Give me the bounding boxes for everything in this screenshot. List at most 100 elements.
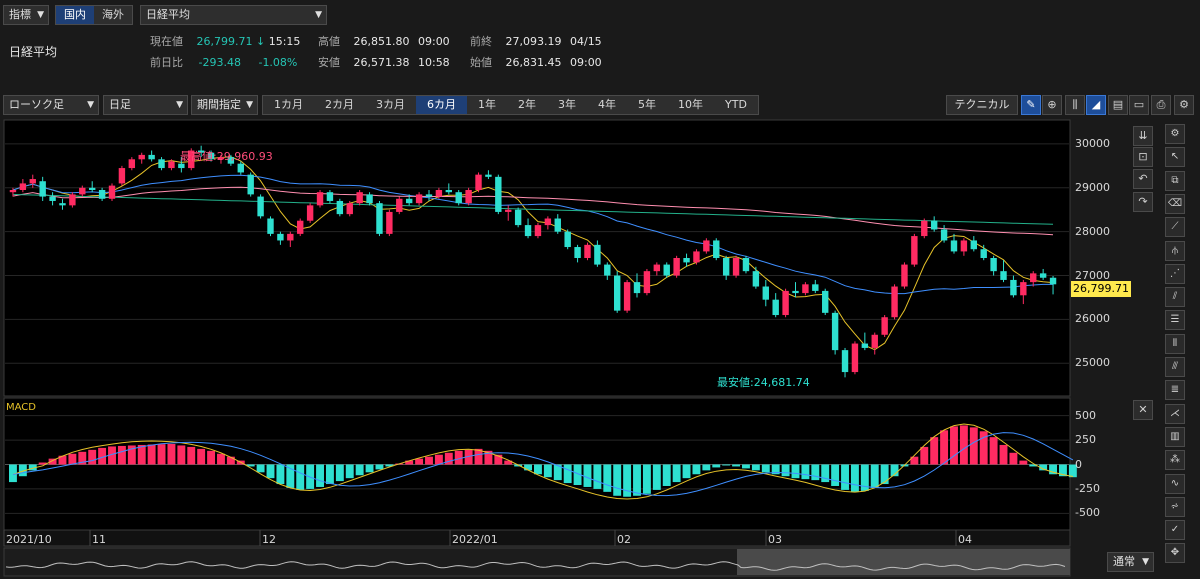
grid-lines-icon[interactable]: ▥ — [1165, 426, 1185, 447]
macd-bar — [28, 464, 37, 471]
navigator-mode-select[interactable]: 通常 ▼ — [1107, 552, 1154, 572]
navigator-window[interactable] — [737, 549, 1070, 575]
macd-bar — [821, 464, 830, 483]
fan-icon[interactable]: ⋰ — [1165, 263, 1185, 284]
pitchfork-icon[interactable]: ⫛ — [1165, 240, 1185, 261]
period-tab-7[interactable]: 4年 — [598, 98, 616, 111]
period-tab-3[interactable]: 6カ月 — [416, 96, 467, 114]
cross-icon[interactable]: ⁂ — [1165, 450, 1185, 471]
candle-type-icon[interactable]: ⫼ — [1065, 95, 1085, 115]
period-tab-0[interactable]: 1カ月 — [274, 98, 303, 111]
candle-body — [376, 203, 383, 234]
macd-bar — [850, 464, 859, 492]
lock-icon[interactable]: ⊡ — [1133, 147, 1153, 167]
candle-body — [772, 299, 779, 316]
indicator-select[interactable]: 指標 ▼ — [3, 5, 49, 25]
candle-body — [990, 258, 997, 272]
period-tab-2[interactable]: 3カ月 — [376, 98, 405, 111]
current-time: 15:15 — [268, 35, 301, 48]
zoom-icon[interactable]: ⊕ — [1042, 95, 1062, 115]
close-macd-icon[interactable]: ✕ — [1133, 400, 1153, 420]
macd-bar — [593, 464, 602, 489]
draw-pen-icon[interactable]: ✎ — [1021, 95, 1041, 115]
copy-icon[interactable]: ⧉ — [1165, 170, 1185, 191]
symbol-select[interactable]: 日経平均 ▼ — [140, 5, 327, 25]
interval-select[interactable]: 日足 ▼ — [103, 95, 188, 115]
candle-body — [148, 154, 155, 160]
ruler-icon[interactable]: ⩫ — [1165, 496, 1185, 517]
candle-body — [465, 190, 472, 204]
arrow-icon[interactable]: ↖ — [1165, 147, 1185, 168]
undo-icon[interactable]: ↶ — [1133, 169, 1153, 189]
print-icon[interactable]: ⎙ — [1151, 95, 1171, 115]
horizontal-lines-icon[interactable]: ☰ — [1165, 310, 1185, 331]
macd-bar — [702, 464, 711, 471]
x-tick-label: 2022/01 — [452, 533, 498, 546]
chart-type-select[interactable]: ローソク足 ▼ — [3, 95, 99, 115]
wave-icon[interactable]: ∿ — [1165, 473, 1185, 494]
candle-body — [524, 225, 532, 237]
period-tab-1[interactable]: 2カ月 — [325, 98, 354, 111]
period-tab-4[interactable]: 1年 — [478, 98, 496, 111]
collapse-icon[interactable]: ⇊ — [1133, 126, 1153, 146]
parallel-lines-icon[interactable]: ⫻ — [1165, 357, 1185, 377]
open-time: 09:00 — [569, 56, 602, 69]
candle-body — [693, 251, 700, 263]
period-mode-select[interactable]: 期間指定 ▼ — [191, 95, 258, 115]
folder-icon[interactable]: ▭ — [1129, 95, 1149, 115]
chevron-down-icon: ▼ — [87, 100, 94, 110]
vertical-lines-icon[interactable]: ⦀ — [1165, 333, 1185, 354]
macd-bar — [484, 450, 493, 465]
settings-icon[interactable]: ⚙ — [1174, 95, 1194, 115]
macd-bar — [68, 453, 77, 465]
candle-body — [217, 157, 225, 160]
candle-body — [336, 200, 344, 215]
macd-bar — [425, 456, 433, 465]
candle-body — [267, 218, 274, 234]
ma-verylong-line — [12, 193, 1054, 225]
channel-icon[interactable]: ⫽ — [1165, 287, 1185, 308]
candle-body — [594, 244, 601, 265]
chart-area[interactable] — [0, 118, 1162, 579]
candle-body — [1030, 273, 1037, 283]
macd-bar — [979, 431, 988, 465]
candle-body — [455, 192, 462, 204]
tab-domestic[interactable]: 国内 — [56, 6, 94, 24]
cursor-icon[interactable]: ⚙ — [1165, 124, 1185, 144]
trend-line-icon[interactable]: ⟋ — [1165, 217, 1185, 238]
period-tab-10[interactable]: YTD — [725, 98, 747, 111]
macd-tick-label: 500 — [1075, 408, 1096, 422]
macd-bar — [1019, 460, 1028, 465]
macd-bar — [316, 464, 324, 487]
redo-icon[interactable]: ↷ — [1133, 192, 1153, 212]
price-tick-label: 30000 — [1075, 136, 1110, 150]
down-arrow-icon: ↓ — [255, 35, 266, 48]
macd-bar — [563, 464, 572, 484]
candle-body — [277, 233, 284, 241]
macd-bar — [117, 445, 126, 465]
change-value: -293.48 — [198, 56, 241, 69]
tab-overseas[interactable]: 海外 — [102, 8, 124, 21]
candle-body — [178, 163, 185, 169]
candle-body — [683, 258, 690, 263]
candle-body — [514, 209, 522, 226]
period-tab-6[interactable]: 3年 — [558, 98, 576, 111]
candle-body — [792, 290, 799, 294]
candle-body — [713, 240, 720, 258]
marker-icon[interactable]: ✓ — [1165, 520, 1185, 541]
x-tick-label: 02 — [617, 533, 631, 546]
eraser-icon[interactable]: ⌫ — [1165, 193, 1185, 214]
gann-icon[interactable]: ⋌ — [1165, 403, 1185, 424]
macd-bar — [266, 464, 275, 479]
period-tab-9[interactable]: 10年 — [678, 98, 703, 111]
period-tab-8[interactable]: 5年 — [638, 98, 656, 111]
period-tab-5[interactable]: 2年 — [518, 98, 536, 111]
chart-type-label: ローソク足 — [9, 98, 64, 111]
current-label: 現在値 — [150, 35, 183, 48]
candle-body — [475, 174, 482, 190]
save-icon[interactable]: ▤ — [1108, 95, 1128, 115]
fibonacci-icon[interactable]: ≣ — [1165, 380, 1185, 401]
technical-button[interactable]: テクニカル — [946, 95, 1018, 115]
move-icon[interactable]: ✥ — [1165, 543, 1185, 564]
area-chart-icon[interactable]: ◢ — [1086, 95, 1106, 115]
